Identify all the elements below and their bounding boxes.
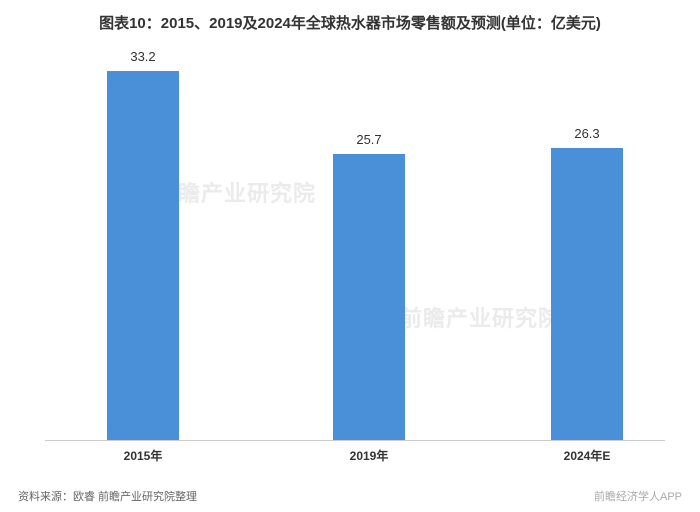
- bar-label-2019: 25.7: [333, 132, 405, 147]
- x-label-2015: 2015年: [107, 447, 179, 464]
- plot-area: 33.2 25.7 26.3: [45, 41, 665, 441]
- bar-2019: 25.7: [333, 154, 405, 440]
- source-footer: 资料来源：欧睿 前瞻产业研究院整理: [18, 488, 197, 504]
- chart-title: 图表10：2015、2019及2024年全球热水器市场零售额及预测(单位：亿美元…: [0, 0, 700, 41]
- x-label-2024e: 2024年E: [551, 447, 623, 464]
- bar-2015: 33.2: [107, 71, 179, 440]
- bar-2024e: 26.3: [551, 148, 623, 440]
- footer-right: 前瞻经济学人APP: [594, 488, 682, 504]
- source-label: 资料来源：: [18, 491, 73, 503]
- bar-label-2015: 33.2: [107, 49, 179, 64]
- source-text: 欧睿 前瞻产业研究院整理: [73, 491, 197, 503]
- bar-label-2024e: 26.3: [551, 126, 623, 141]
- x-label-2019: 2019年: [333, 447, 405, 464]
- chart-area: 前瞻产业研究院 前瞻产业研究院 33.2 25.7 26.3 2015年 201…: [45, 41, 685, 461]
- x-axis-labels: 2015年 2019年 2024年E: [45, 441, 665, 465]
